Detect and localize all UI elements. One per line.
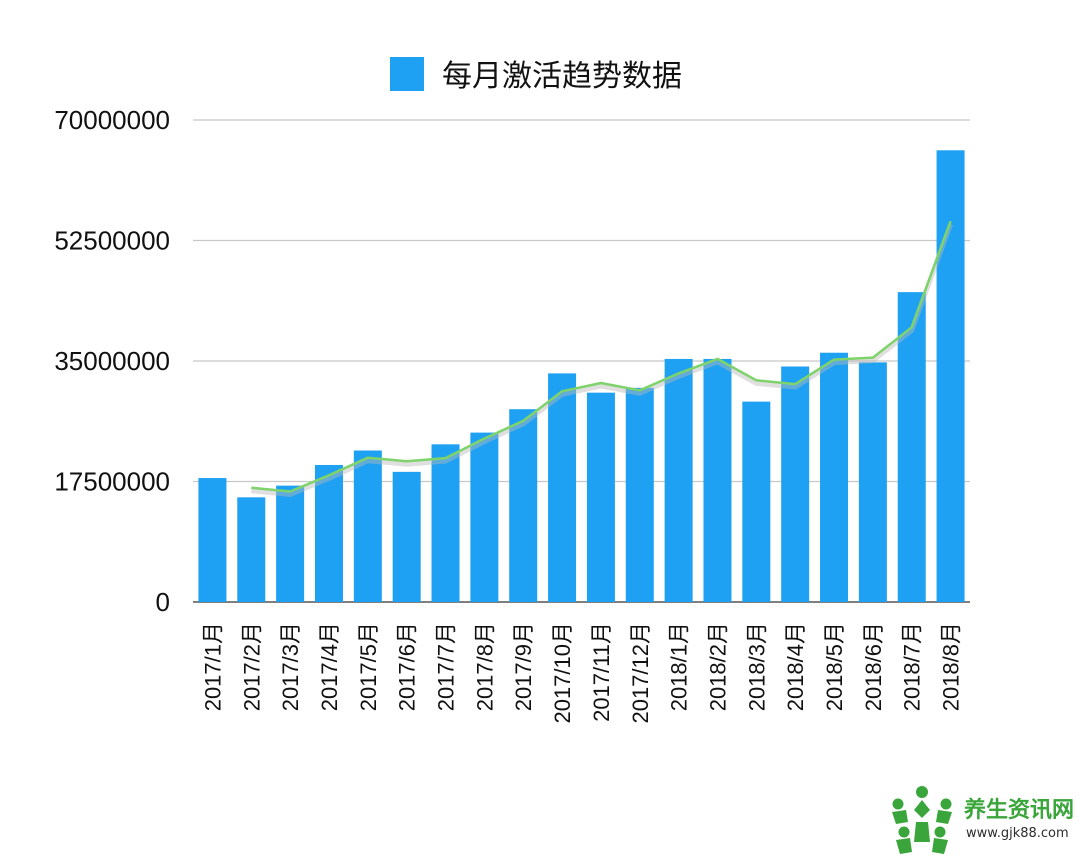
x-tick-label: 2017/8月 [472, 622, 497, 711]
x-tick-label: 2017/5月 [356, 622, 381, 711]
bar [237, 497, 266, 602]
x-axis-tick-labels: 2017/1月 2017/2月 2017/3月 2017/4月 2017/5月 2017/… [200, 622, 963, 724]
watermark: 养生资讯网 www.gjk88.com [884, 782, 1080, 858]
x-tick-label: 2018/6月 [861, 622, 886, 711]
x-tick-label: 2017/11月 [589, 622, 614, 722]
x-tick-label: 2018/2月 [706, 622, 731, 711]
watermark-logo-icon [892, 786, 952, 854]
trendline [251, 220, 953, 498]
bars [198, 150, 965, 602]
bar [509, 409, 538, 602]
x-tick-label: 2017/10月 [550, 622, 575, 724]
x-tick-label: 2018/4月 [783, 622, 808, 711]
bar [314, 464, 343, 602]
x-tick-label: 2018/3月 [744, 622, 769, 711]
x-tick-label: 2017/3月 [278, 622, 303, 711]
y-tick-label: 0 [156, 587, 170, 617]
bar [548, 373, 577, 602]
bar [858, 362, 887, 602]
bar [703, 358, 732, 602]
bar [431, 444, 460, 602]
x-tick-label: 2017/12月 [628, 622, 653, 724]
bar [353, 450, 382, 602]
y-tick-label: 17500000 [54, 467, 170, 497]
bar [586, 392, 615, 602]
y-tick-label: 35000000 [54, 346, 170, 376]
x-tick-label: 2017/1月 [200, 622, 225, 711]
trendline-shadow [251, 223, 953, 498]
bar [276, 485, 305, 602]
y-tick-label: 52500000 [54, 226, 170, 256]
x-tick-label: 2017/6月 [395, 622, 420, 711]
bar [470, 432, 499, 602]
bar [820, 352, 849, 602]
x-tick-label: 2017/7月 [434, 622, 459, 711]
legend: 每月激活趋势数据 [390, 57, 682, 94]
bar [664, 358, 693, 602]
watermark-title: 养生资讯网 [964, 798, 1075, 823]
bar [198, 478, 227, 602]
bar [392, 471, 421, 602]
bar [781, 366, 810, 602]
x-tick-label: 2018/7月 [900, 622, 925, 711]
y-axis-tick-labels: 0 17500000 35000000 52500000 70000000 [54, 105, 170, 617]
bar [742, 401, 771, 602]
watermark-url: www.gjk88.com [966, 826, 1069, 841]
trendline-path [251, 220, 952, 493]
x-tick-label: 2017/9月 [511, 622, 536, 711]
x-tick-label: 2017/4月 [317, 622, 342, 711]
x-tick-label: 2018/8月 [939, 622, 964, 711]
legend-label: 每月激活趋势数据 [442, 59, 682, 94]
x-tick-label: 2017/2月 [239, 622, 264, 711]
bar [625, 387, 654, 602]
bar [936, 150, 965, 602]
y-tick-label: 70000000 [54, 105, 170, 135]
bar [897, 292, 926, 602]
legend-swatch [390, 57, 424, 91]
x-tick-label: 2018/5月 [822, 622, 847, 711]
x-tick-label: 2018/1月 [667, 622, 692, 711]
